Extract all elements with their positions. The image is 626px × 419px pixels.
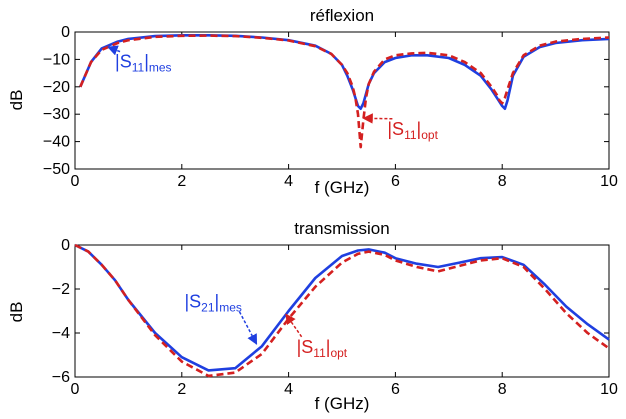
y-tick-label: 0: [61, 24, 70, 41]
y-tick-label: −6: [52, 369, 70, 386]
annotation-label: |S11|mes: [115, 52, 172, 75]
x-axis-label: f (GHz): [315, 394, 370, 413]
chart-title: transmission: [294, 219, 389, 238]
y-tick-label: −2: [52, 281, 70, 298]
x-tick-label: 2: [177, 381, 186, 398]
x-tick-label: 6: [391, 173, 400, 190]
y-tick-label: −30: [43, 106, 70, 123]
y-tick-label: −50: [43, 161, 70, 178]
x-tick-label: 2: [177, 173, 186, 190]
x-tick-label: 0: [71, 381, 80, 398]
x-tick-label: 4: [284, 173, 293, 190]
y-axis-label: dB: [7, 90, 26, 111]
y-axis-label: dB: [7, 302, 26, 323]
y-tick-label: 0: [61, 237, 70, 254]
annotation-label: |S11|opt: [297, 337, 348, 360]
x-axis-label: f (GHz): [315, 178, 370, 197]
y-tick-label: −4: [52, 325, 70, 342]
x-tick-label: 8: [498, 173, 507, 190]
y-tick-label: −10: [43, 51, 70, 68]
x-tick-label: 8: [498, 381, 507, 398]
x-tick-label: 0: [71, 173, 80, 190]
x-tick-label: 6: [391, 381, 400, 398]
series-lines: [80, 35, 609, 147]
axis-ticks: 0 2 4 6 8 10 0 −10 −20 −30 −40 −50: [43, 24, 618, 190]
annotation-label: |S21|mes: [184, 292, 241, 315]
annotation-label: |S11|opt: [387, 119, 438, 142]
x-tick-label: 10: [600, 173, 618, 190]
x-tick-label: 4: [284, 381, 293, 398]
annotation-arrow: [239, 312, 256, 344]
annotation-arrow: [286, 314, 302, 337]
chart-panel-reflexion: réflexion dB f (GHz) 0 2 4 6 8 10 0 −10 −20 −30 −4…: [7, 6, 618, 197]
x-tick-label: 10: [600, 381, 618, 398]
chart-panel-transmission: transmission dB f (GHz) 0 2 4 6 8 10 0 −2 −4 −6 |…: [7, 219, 618, 413]
chart-title: réflexion: [310, 6, 374, 25]
y-tick-label: −40: [43, 134, 70, 151]
y-tick-label: −20: [43, 79, 70, 96]
